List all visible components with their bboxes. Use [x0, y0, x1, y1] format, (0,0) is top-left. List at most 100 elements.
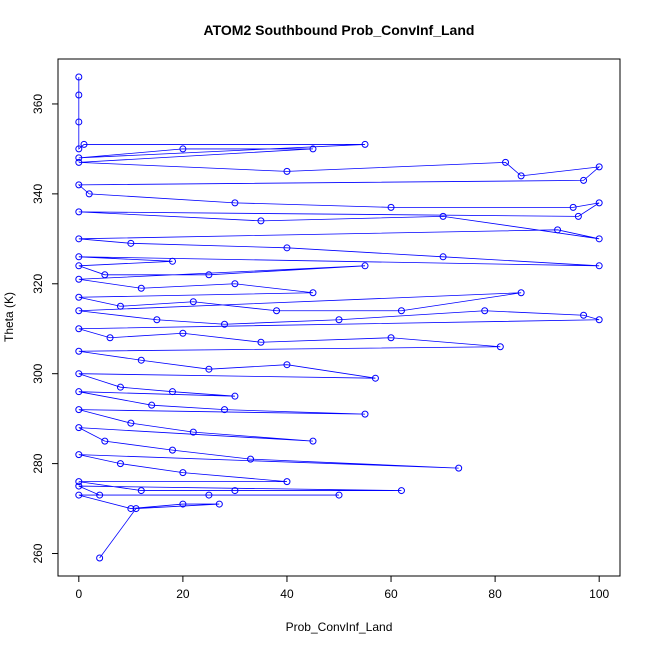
data-point — [283, 478, 291, 486]
data-point — [127, 419, 135, 427]
data-point — [231, 199, 239, 207]
data-point — [75, 262, 83, 270]
data-point — [179, 145, 187, 153]
data-point — [580, 176, 588, 184]
data-point — [439, 212, 447, 220]
data-point — [75, 451, 83, 459]
data-point — [148, 401, 156, 409]
data-point — [387, 203, 395, 211]
data-point — [257, 338, 265, 346]
data-point — [309, 145, 317, 153]
data-point — [137, 356, 145, 364]
y-tick-label: 300 — [31, 363, 45, 383]
data-point — [75, 118, 83, 126]
data-point — [85, 190, 93, 198]
data-point — [231, 392, 239, 400]
y-tick-label: 360 — [31, 94, 45, 114]
data-point — [132, 505, 140, 513]
data-point — [205, 365, 213, 373]
y-axis: 260 280 300 320 340 360 — [31, 94, 58, 564]
data-point — [335, 316, 343, 324]
data-point — [595, 316, 603, 324]
data-point — [205, 491, 213, 499]
data-point — [75, 424, 83, 432]
data-point — [309, 289, 317, 297]
data-point — [569, 203, 577, 211]
data-point — [75, 253, 83, 261]
data-point — [75, 181, 83, 189]
data-point — [116, 383, 124, 391]
data-point — [75, 406, 83, 414]
data-point — [273, 307, 281, 315]
series-line — [77, 76, 601, 559]
data-point — [481, 307, 489, 315]
data-point — [397, 487, 405, 495]
data-point — [168, 446, 176, 454]
data-point — [153, 316, 161, 324]
data-point — [75, 388, 83, 396]
data-point — [189, 298, 197, 306]
data-point — [595, 235, 603, 243]
data-point — [517, 289, 525, 297]
x-tick-label: 20 — [176, 587, 190, 601]
data-point — [127, 239, 135, 247]
data-point — [127, 505, 135, 513]
data-point — [75, 293, 83, 301]
data-point — [75, 478, 83, 486]
data-point — [595, 163, 603, 171]
data-point — [257, 217, 265, 225]
data-point — [361, 262, 369, 270]
data-point — [75, 91, 83, 99]
data-point — [75, 145, 83, 153]
data-point — [179, 329, 187, 337]
data-point — [168, 388, 176, 396]
data-point — [137, 487, 145, 495]
x-tick-label: 100 — [589, 587, 609, 601]
data-point — [116, 302, 124, 310]
data-point — [80, 140, 88, 148]
data-point — [502, 158, 510, 166]
data-point — [137, 284, 145, 292]
data-point — [221, 406, 229, 414]
data-point — [309, 437, 317, 445]
data-point — [106, 334, 114, 342]
data-point — [247, 455, 255, 463]
x-tick-label: 40 — [280, 587, 294, 601]
data-point — [283, 244, 291, 252]
data-point — [221, 320, 229, 328]
data-point — [75, 491, 83, 499]
data-point — [189, 428, 197, 436]
data-point — [595, 199, 603, 207]
data-point — [75, 370, 83, 378]
data-point — [75, 482, 83, 490]
data-point — [595, 262, 603, 270]
data-point — [75, 325, 83, 333]
x-tick-label: 0 — [75, 587, 82, 601]
data-point — [96, 491, 104, 499]
data-point — [75, 307, 83, 315]
x-tick-label: 80 — [488, 587, 502, 601]
y-tick-label: 260 — [31, 543, 45, 563]
data-point — [116, 460, 124, 468]
x-axis: 0 20 40 60 80 100 — [75, 576, 610, 601]
data-point — [397, 307, 405, 315]
data-point — [455, 464, 463, 472]
y-axis-label: Theta (K) — [2, 292, 16, 342]
data-point — [179, 500, 187, 508]
data-point — [75, 73, 83, 81]
data-point — [75, 235, 83, 243]
plot-area — [75, 73, 603, 562]
data-point — [205, 271, 213, 279]
data-point — [179, 469, 187, 477]
data-point — [101, 271, 109, 279]
data-point — [439, 253, 447, 261]
data-point — [96, 554, 104, 562]
data-point — [75, 275, 83, 283]
data-point — [580, 311, 588, 319]
data-point — [231, 280, 239, 288]
data-point — [75, 347, 83, 355]
data-point — [574, 212, 582, 220]
y-tick-label: 340 — [31, 184, 45, 204]
plot-frame — [57, 58, 621, 577]
